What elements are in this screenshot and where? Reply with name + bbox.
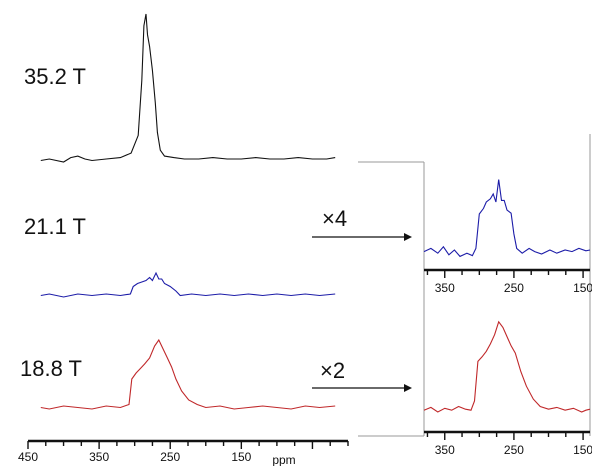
main-tick-label: 450 [18, 450, 38, 464]
inset-21-1T: 350 250 150 [423, 179, 592, 295]
main-tick-label: 250 [160, 450, 180, 464]
main-tick-label: 350 [89, 450, 109, 464]
label-18-8T: 18.8 T [20, 356, 82, 381]
main-tick-label: 150 [231, 450, 251, 464]
label-35-2T: 35.2 T [24, 64, 86, 89]
inset-spectrum [423, 320, 591, 413]
inset-tick-label: 250 [504, 443, 524, 457]
inset-18-8T: 350 250 150 [423, 320, 592, 457]
inset-frame [358, 134, 591, 437]
label-21-1T: 21.1 T [24, 214, 86, 239]
inset-tick-label: 150 [573, 281, 592, 295]
main-x-axis: 450 350 250 150 ppm [18, 439, 349, 466]
magnification-x2: ×2 [320, 358, 345, 383]
arrow-to-inset-1 [312, 233, 412, 241]
spectrum-18-8-t [40, 338, 336, 410]
arrow-to-inset-2 [312, 384, 412, 392]
spectrum-35-2-t [40, 13, 336, 163]
inset-tick-label: 250 [504, 281, 524, 295]
inset-tick-label: 350 [435, 281, 455, 295]
spectrum-21-1-t [40, 271, 336, 298]
inset-tick-label: 350 [435, 443, 455, 457]
magnification-x4: ×4 [322, 206, 347, 231]
inset-spectrum [423, 179, 591, 258]
main-axis-unit: ppm [272, 453, 295, 466]
inset-tick-label: 150 [573, 443, 592, 457]
